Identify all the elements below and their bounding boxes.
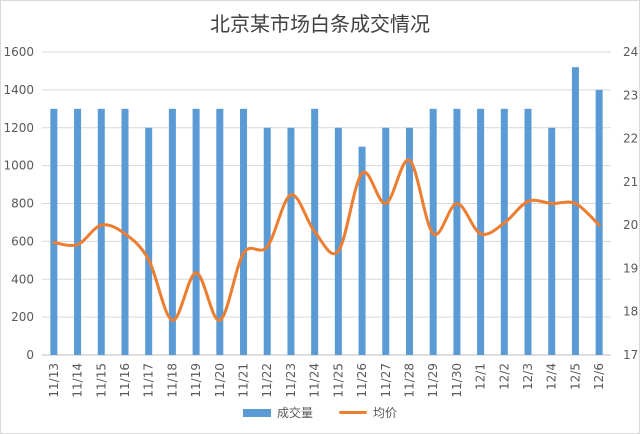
legend-swatch-price (339, 411, 367, 414)
left-tick-label: 400 (11, 272, 34, 286)
bar (240, 108, 248, 355)
x-tick-label: 12/5 (568, 363, 582, 390)
legend-label-volume: 成交量 (276, 406, 313, 420)
chart-title: 北京某市场白条成交情况 (210, 12, 430, 36)
bar (500, 108, 508, 355)
bar (548, 127, 556, 355)
bar (334, 127, 342, 355)
left-tick-label: 1400 (3, 83, 34, 97)
x-tick-label: 11/27 (379, 363, 393, 398)
bar (216, 108, 224, 355)
legend: 成交量 均价 (0, 404, 640, 421)
bar (97, 108, 105, 355)
x-tick-label: 11/26 (355, 363, 369, 398)
legend-swatch-volume (242, 408, 271, 417)
gridlines (42, 51, 611, 356)
left-axis-ticks: 0 200 400 600 800 1000 1200 1400 1600 (3, 45, 34, 362)
x-tick-label: 11/14 (71, 363, 85, 398)
x-tick-label: 12/3 (521, 363, 535, 390)
x-tick-label: 11/17 (142, 363, 156, 398)
x-tick-label: 11/30 (450, 363, 464, 398)
left-tick-label: 1000 (3, 159, 34, 173)
bar (121, 108, 129, 355)
bar (524, 108, 532, 355)
bar (50, 108, 58, 355)
x-tick-label: 11/13 (47, 363, 61, 398)
x-tick-label: 11/25 (331, 363, 345, 398)
bar-series (50, 67, 603, 356)
line-series (52, 158, 601, 322)
bar (477, 108, 485, 355)
bar (168, 108, 176, 355)
x-tick-label: 12/4 (545, 363, 559, 390)
bar (287, 127, 295, 355)
x-tick-label: 11/28 (402, 363, 416, 398)
right-tick-label: 24 (623, 45, 638, 59)
bar (405, 127, 413, 355)
bar (74, 108, 82, 355)
right-tick-label: 18 (623, 305, 638, 319)
legend-item-price: 均价 (339, 404, 397, 421)
left-tick-label: 600 (11, 234, 34, 248)
x-tick-label: 11/16 (118, 363, 132, 398)
right-tick-label: 23 (623, 88, 638, 102)
left-tick-label: 1600 (3, 45, 34, 59)
bar (263, 127, 271, 355)
x-tick-label: 12/2 (497, 363, 511, 390)
bar (382, 127, 390, 355)
legend-label-price: 均价 (373, 406, 398, 420)
bar (453, 108, 461, 355)
x-tick-label: 11/18 (165, 363, 179, 398)
bar (595, 89, 603, 355)
x-tick-label: 11/29 (426, 363, 440, 398)
x-tick-label: 11/15 (94, 363, 108, 398)
x-tick-label: 11/24 (308, 363, 322, 398)
bar (358, 146, 366, 355)
right-axis-ticks: 17 18 19 20 21 22 23 24 (623, 45, 638, 362)
right-tick-label: 17 (623, 348, 638, 362)
x-tick-label: 11/19 (189, 363, 203, 398)
left-tick-label: 200 (11, 310, 34, 324)
left-tick-label: 800 (11, 197, 34, 211)
right-tick-label: 21 (623, 175, 638, 189)
x-tick-label: 12/6 (592, 363, 606, 390)
x-tick-label: 11/23 (284, 363, 298, 398)
x-axis-ticks: 11/13 11/14 11/15 11/16 11/17 11/18 11/19 11/20… (47, 363, 606, 398)
legend-item-volume: 成交量 (242, 404, 313, 421)
left-tick-label: 1200 (3, 121, 34, 135)
price-line (52, 158, 601, 322)
bar (571, 67, 579, 356)
x-tick-label: 12/1 (474, 363, 488, 390)
x-tick-label: 11/21 (237, 363, 251, 398)
right-tick-label: 20 (623, 218, 638, 232)
right-tick-label: 19 (623, 261, 638, 275)
right-tick-label: 22 (623, 132, 638, 146)
left-tick-label: 0 (26, 348, 34, 362)
bar (192, 108, 200, 355)
bar (145, 127, 153, 355)
x-tick-label: 11/22 (260, 363, 274, 398)
x-tick-label: 11/20 (213, 363, 227, 398)
